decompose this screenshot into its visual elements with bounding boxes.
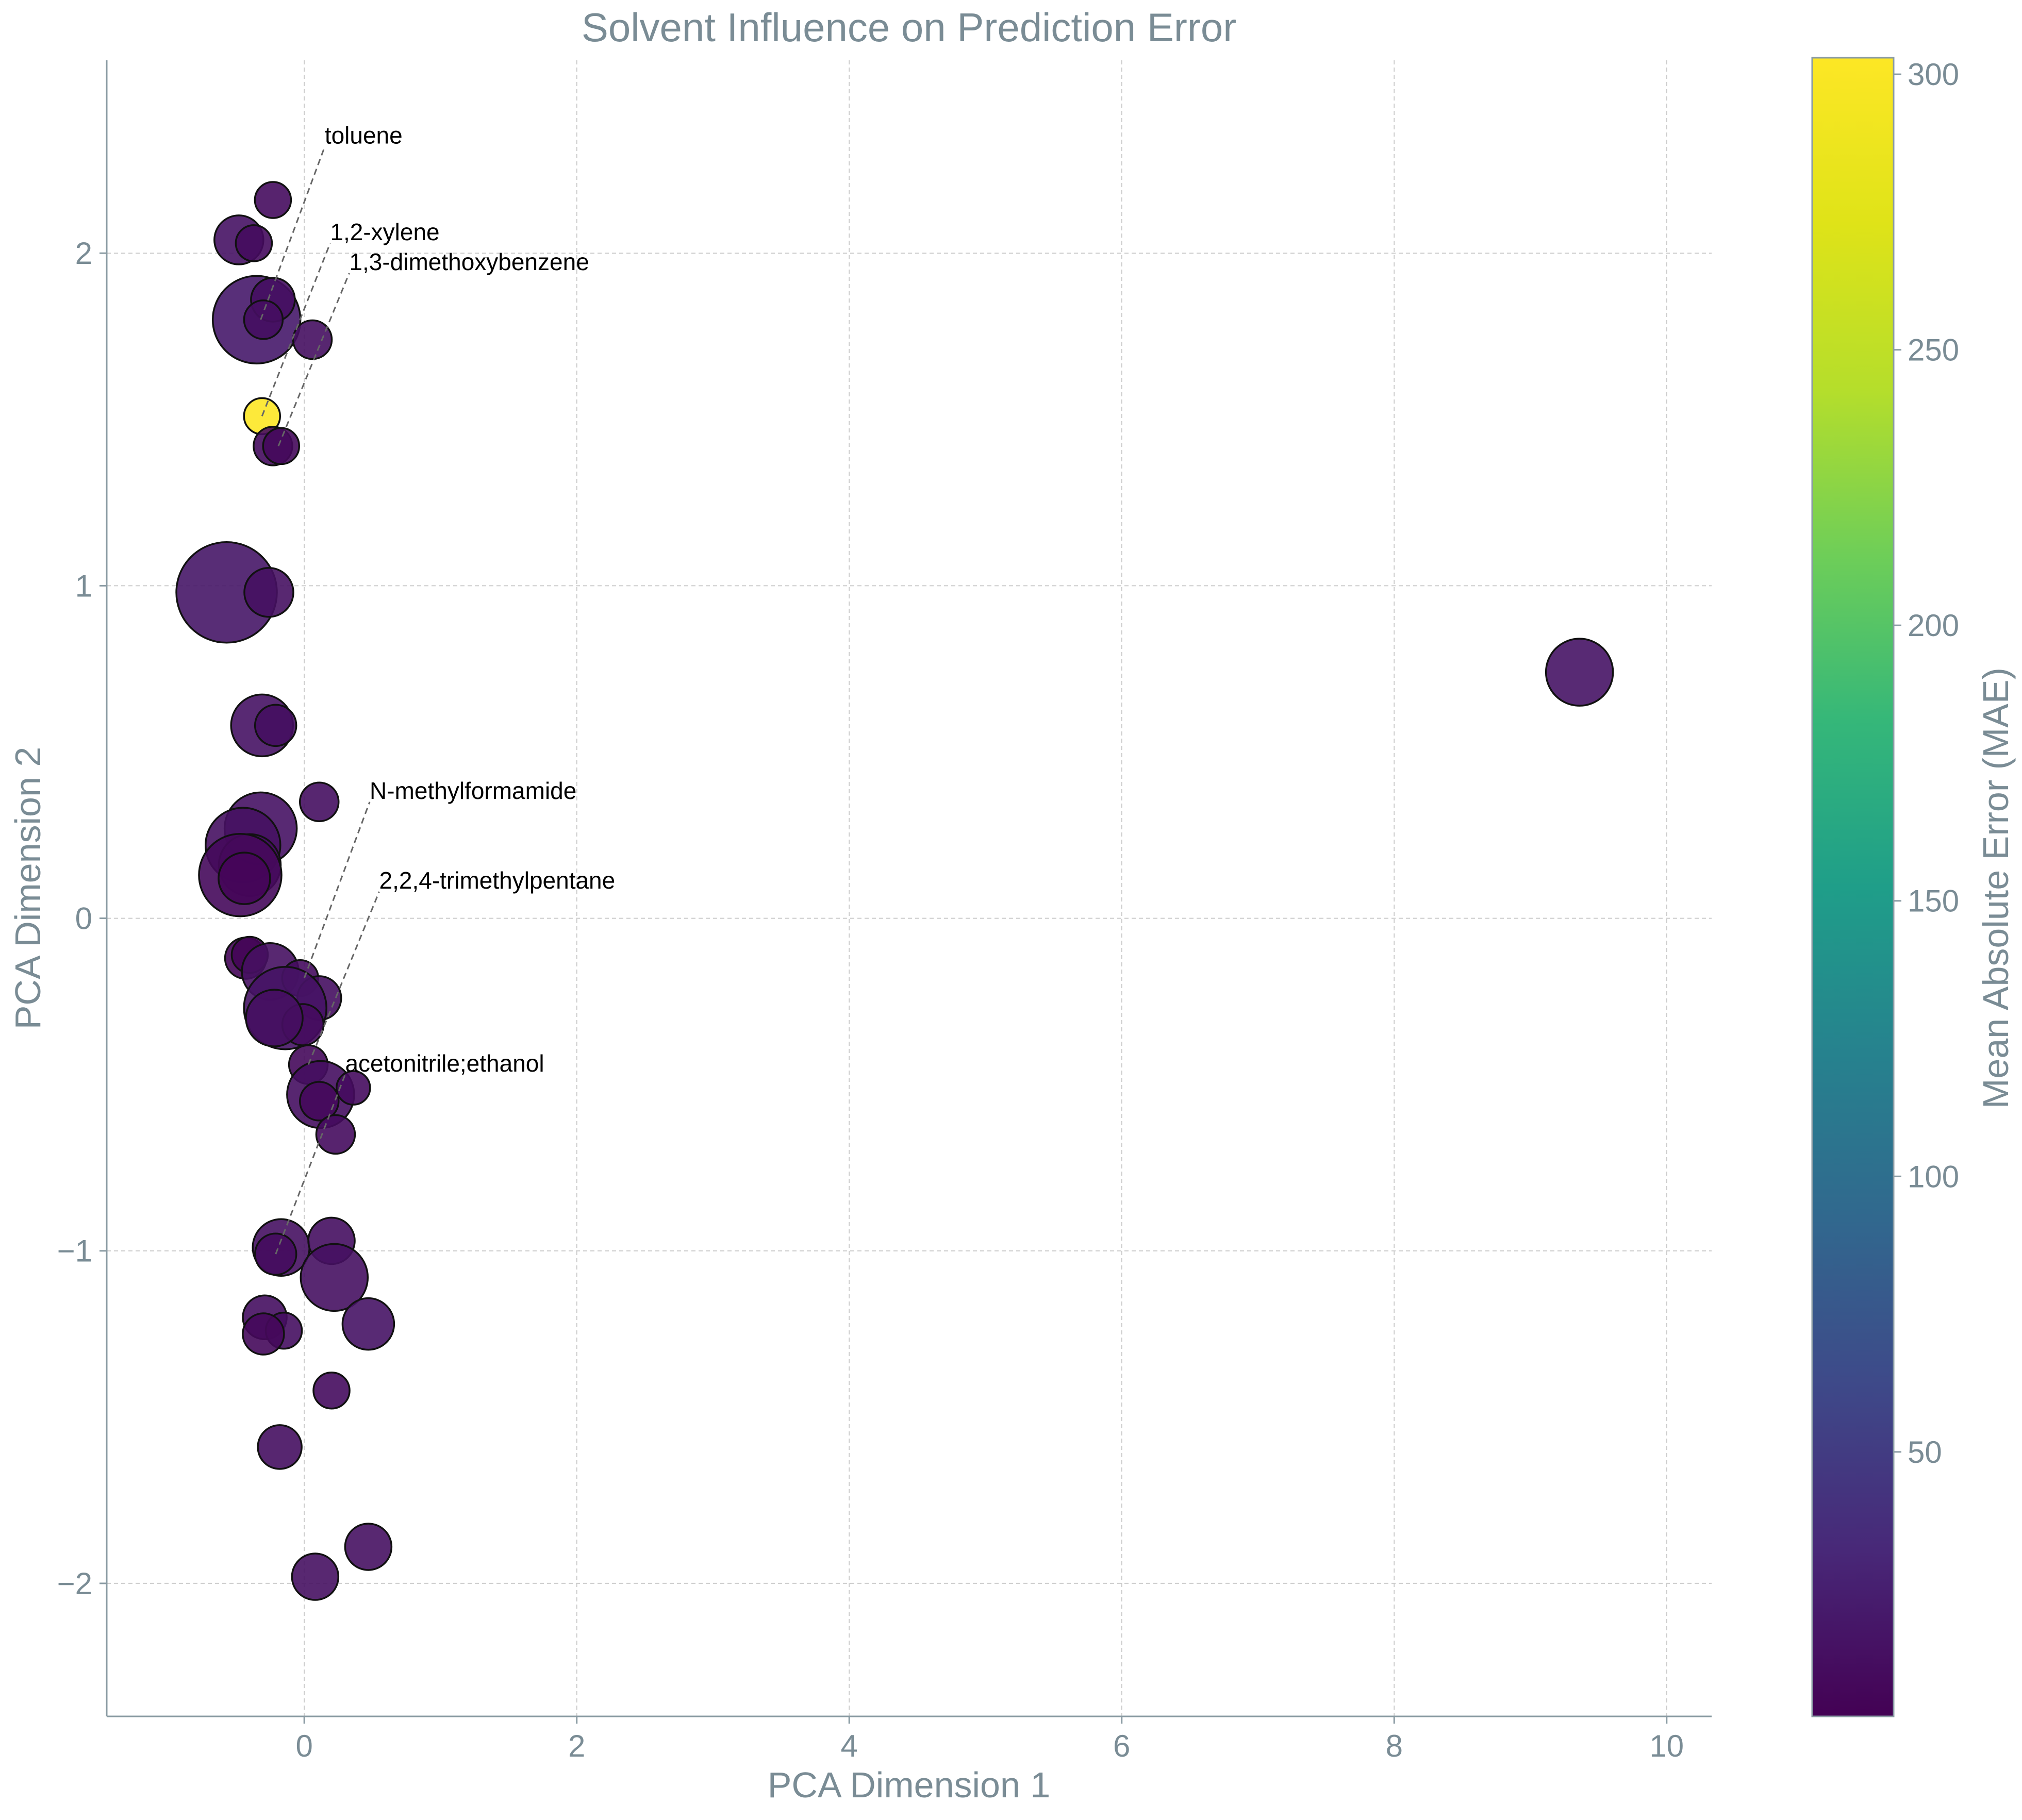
x-tick-label: 6 xyxy=(1113,1729,1130,1763)
scatter-point xyxy=(242,1312,285,1356)
x-tick-label: 8 xyxy=(1386,1729,1403,1763)
annotation-label: acetonitrile;ethanol xyxy=(345,1050,544,1077)
colorbar-ticks: 50 100 150 200 250 300 xyxy=(1894,57,1959,1470)
scatter-point xyxy=(344,1523,393,1571)
annotation-label: 1,3-dimethoxybenzene xyxy=(349,248,589,275)
annotation-label: N-methylformamide xyxy=(370,777,576,804)
scatter-point xyxy=(257,1424,303,1470)
x-tick-label: 10 xyxy=(1649,1729,1684,1763)
y-tick-label: −1 xyxy=(57,1234,92,1268)
annotation-leader-line xyxy=(261,243,331,416)
annotation-label: 1,2-xylene xyxy=(330,219,439,245)
scatter-point xyxy=(235,224,273,262)
scatter-point xyxy=(243,299,284,340)
annotation-leader-line xyxy=(275,1074,346,1255)
y-tick-label: 0 xyxy=(75,901,92,936)
scatter-point xyxy=(218,851,271,905)
points-layer xyxy=(175,181,1614,1601)
annotation-leader-line xyxy=(277,273,350,446)
grid xyxy=(107,60,1712,1716)
colorbar-label: Mean Absolute Error (MAE) xyxy=(1976,667,2016,1109)
scatter-point xyxy=(299,781,340,823)
colorbar-tick-label: 150 xyxy=(1908,884,1959,919)
colorbar-tick-label: 250 xyxy=(1908,333,1959,368)
colorbar-gradient xyxy=(1811,57,1895,1717)
scatter-point xyxy=(243,567,294,618)
scatter-point xyxy=(1545,638,1614,707)
colorbar-tick-label: 50 xyxy=(1908,1435,1942,1470)
scatter-point xyxy=(245,989,304,1047)
colorbar-tick-label: 100 xyxy=(1908,1159,1959,1194)
scatter-point xyxy=(262,427,301,465)
scatter-point xyxy=(291,1552,340,1601)
scatter-point xyxy=(336,1070,371,1106)
scatter-point xyxy=(300,1243,369,1312)
colorbar-tick-label: 300 xyxy=(1908,57,1959,92)
x-axis-label: PCA Dimension 1 xyxy=(768,1765,1051,1805)
x-tick-label: 4 xyxy=(841,1729,858,1763)
scatter-point xyxy=(292,319,333,360)
x-tick-label: 0 xyxy=(295,1729,312,1763)
scatter-point xyxy=(299,1081,340,1122)
annotation-leader-line xyxy=(307,891,380,1065)
y-axis-label: PCA Dimension 2 xyxy=(8,747,48,1030)
plot-frame xyxy=(107,60,1712,1716)
scatter-point xyxy=(254,704,297,747)
scatter-point xyxy=(254,181,292,219)
y-tick-label: 1 xyxy=(75,569,92,603)
annotation-label: 2,2,4-trimethylpentane xyxy=(379,867,616,894)
scatter-point xyxy=(341,1297,395,1351)
x-axis-ticks: 0 2 4 6 8 10 xyxy=(295,1716,1684,1763)
y-axis-ticks: −2 −1 0 1 2 xyxy=(57,236,107,1601)
y-tick-label: −2 xyxy=(57,1566,92,1601)
y-tick-label: 2 xyxy=(75,236,92,271)
chart-title: Solvent Influence on Prediction Error xyxy=(582,5,1236,50)
annotations-layer: toluene 1,2-xylene 1,3-dimethoxybenzene N-m… xyxy=(260,122,616,1255)
colorbar-tick-label: 200 xyxy=(1908,608,1959,643)
x-tick-label: 2 xyxy=(568,1729,585,1763)
annotation-leader-line xyxy=(303,802,371,979)
scatter-point xyxy=(312,1371,351,1410)
annotation-label: toluene xyxy=(325,122,403,149)
colorbar: 50 100 150 200 250 300 Mean Absolute Error (M… xyxy=(1811,57,2016,1717)
